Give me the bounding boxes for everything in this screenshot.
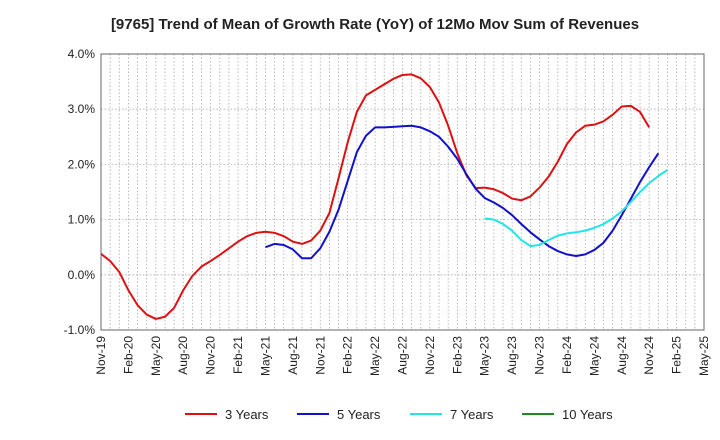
x-tick-label: May-20: [149, 336, 163, 376]
x-tick-label: Feb-22: [341, 336, 355, 374]
x-tick-label: Feb-24: [560, 336, 574, 374]
legend-label: 10 Years: [562, 407, 613, 422]
x-tick-label: Nov-22: [423, 336, 437, 375]
legend: 3 Years 5 Years 7 Years 10 Years: [185, 407, 613, 422]
y-tick-label: 0.0%: [68, 268, 96, 282]
x-tick-label: Nov-19: [94, 336, 108, 375]
x-tick-label: Aug-23: [505, 336, 519, 375]
x-axis-ticks: Nov-19 Feb-20 May-20 Aug-20 Nov-20 Feb-21 May-…: [94, 336, 711, 376]
y-tick-label: 1.0%: [68, 213, 96, 227]
y-tick-label: 3.0%: [68, 102, 96, 116]
x-tick-label: Feb-25: [670, 336, 684, 374]
x-tick-label: Feb-21: [231, 336, 245, 374]
x-tick-label: May-22: [368, 336, 382, 376]
series-line-3-years: [100, 73, 651, 320]
series-line-7-years: [484, 169, 669, 248]
legend-label: 7 Years: [450, 407, 494, 422]
x-tick-label: Nov-24: [642, 336, 656, 375]
plot-frame: [100, 53, 705, 331]
x-tick-label: May-23: [478, 336, 492, 376]
x-tick-label: May-24: [587, 336, 601, 376]
grid-lines: [100, 53, 705, 331]
y-axis-ticks: -1.0% 0.0% 1.0% 2.0% 3.0% 4.0%: [64, 47, 96, 337]
x-tick-label: Nov-23: [533, 336, 547, 375]
x-tick-label: Aug-22: [396, 336, 410, 375]
y-tick-label: -1.0%: [64, 323, 96, 337]
x-tick-label: Feb-23: [450, 336, 464, 374]
chart-title: [9765] Trend of Mean of Growth Rate (YoY…: [111, 16, 639, 33]
legend-label: 3 Years: [225, 407, 269, 422]
x-tick-label: Aug-24: [615, 336, 629, 375]
x-tick-label: Feb-20: [121, 336, 135, 374]
x-tick-label: Nov-20: [204, 336, 218, 375]
y-tick-label: 4.0%: [68, 47, 96, 61]
x-tick-label: Aug-20: [176, 336, 190, 375]
series-lines: [100, 73, 669, 320]
legend-label: 5 Years: [337, 407, 381, 422]
series-line-5-years: [265, 124, 660, 260]
x-tick-label: May-25: [697, 336, 711, 376]
y-tick-label: 2.0%: [68, 157, 96, 171]
x-tick-label: May-21: [258, 336, 272, 376]
x-tick-label: Aug-21: [286, 336, 300, 375]
x-tick-label: Nov-21: [313, 336, 327, 375]
